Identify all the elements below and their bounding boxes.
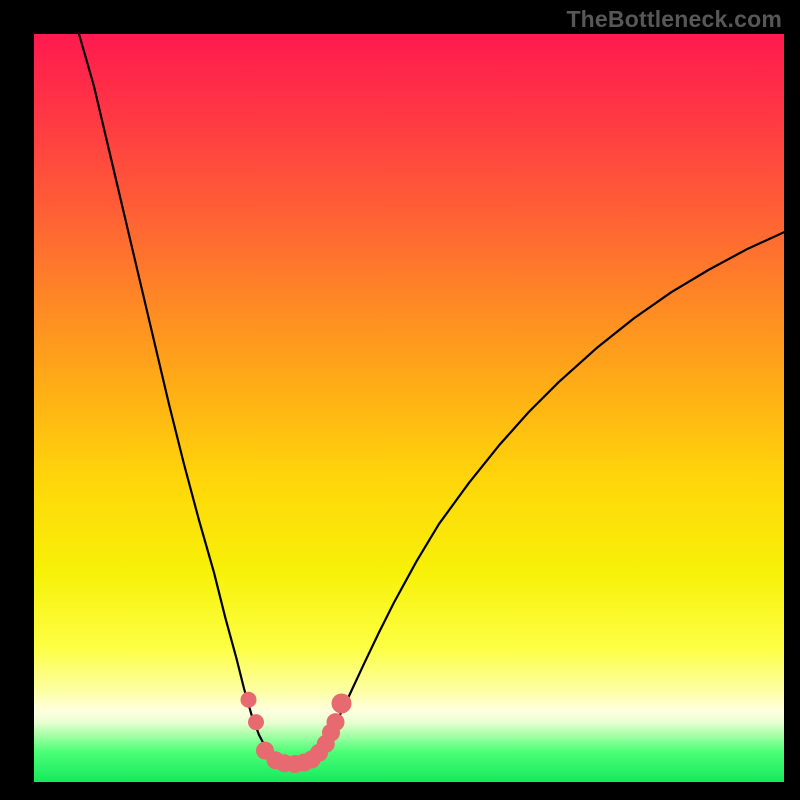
frame-bottom: [0, 782, 800, 800]
data-marker: [327, 713, 345, 731]
frame-left: [0, 0, 34, 800]
data-marker: [248, 714, 264, 730]
frame-right: [784, 0, 800, 800]
plot-background: [34, 34, 784, 782]
plot-area: [34, 34, 784, 782]
plot-svg: [34, 34, 784, 782]
watermark-text: TheBottleneck.com: [566, 6, 782, 33]
data-marker: [241, 692, 257, 708]
data-marker: [332, 693, 352, 713]
